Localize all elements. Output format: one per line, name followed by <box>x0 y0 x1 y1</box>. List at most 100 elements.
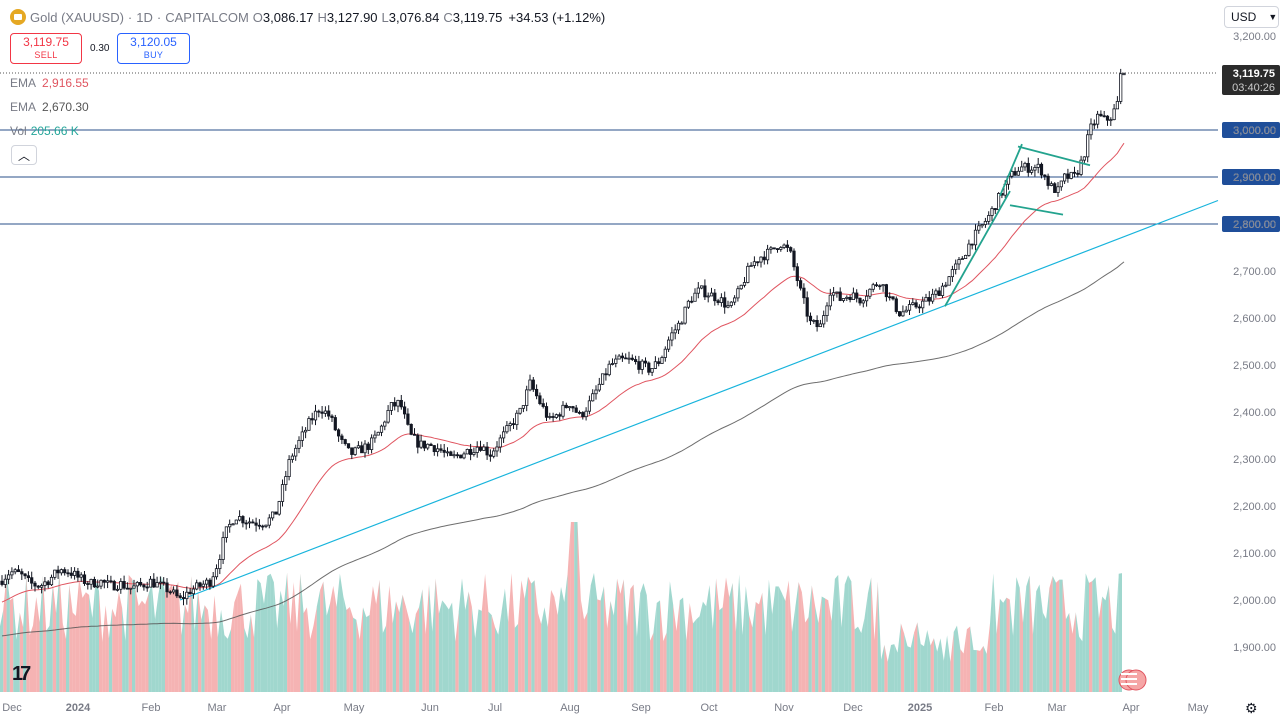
candle <box>637 355 641 374</box>
volume-bar <box>1016 577 1020 692</box>
candle <box>56 565 60 579</box>
pattern-line[interactable] <box>999 143 1023 197</box>
volume-bar <box>198 590 202 692</box>
candle <box>237 510 242 522</box>
buy-label: BUY <box>143 50 164 60</box>
volume-bar <box>211 595 215 692</box>
x-tick-label: May <box>1188 702 1209 714</box>
volume-bar <box>927 630 931 692</box>
volume-bar <box>69 584 73 692</box>
candle <box>1076 169 1080 178</box>
candle <box>1089 118 1093 140</box>
open-label: O <box>252 9 263 25</box>
sell-button[interactable]: 3,119.75 SELL <box>10 33 82 64</box>
low-value: 3,076.84 <box>388 9 440 25</box>
volume-bar <box>465 591 469 692</box>
volume-bar <box>412 613 416 692</box>
candle <box>171 586 176 595</box>
volume-bar <box>46 625 50 692</box>
candle <box>960 256 964 260</box>
candle <box>577 410 582 415</box>
volume-bar <box>3 573 7 692</box>
candle <box>449 450 453 456</box>
candle <box>782 243 786 250</box>
candle <box>333 414 337 432</box>
currency-select[interactable]: USD ▼ <box>1224 6 1279 28</box>
volume-bar <box>1062 579 1066 692</box>
candle <box>478 440 483 452</box>
collapse-legend-button[interactable]: ︿ <box>11 145 37 165</box>
candle <box>366 441 370 455</box>
interval-label[interactable]: 1D <box>136 9 153 25</box>
candle <box>993 208 997 215</box>
volume-bar <box>834 574 839 692</box>
volume-bar <box>49 583 53 692</box>
volume-bar <box>699 601 703 692</box>
pattern-line[interactable] <box>1009 204 1064 216</box>
indicator-volume[interactable]: Vol 205.66 K <box>10 124 79 138</box>
volume-bar <box>214 595 218 692</box>
ema-50-line <box>1 142 1125 603</box>
candle <box>551 412 555 422</box>
volume-bar <box>745 586 750 692</box>
candle <box>561 401 565 419</box>
candle <box>921 296 925 314</box>
gear-icon[interactable]: ⚙ <box>1245 700 1258 716</box>
countdown-label: 03:40:26 <box>1232 82 1275 94</box>
symbol-title[interactable]: Gold (XAUUSD) <box>30 9 124 25</box>
volume-bar <box>867 577 872 692</box>
candle <box>825 302 829 322</box>
candle <box>531 376 535 392</box>
volume-bar <box>1079 636 1083 692</box>
candle <box>402 401 407 419</box>
candle <box>541 398 545 409</box>
candle <box>188 587 192 595</box>
candle <box>455 452 460 459</box>
volume-bar <box>323 581 327 692</box>
candle <box>1039 162 1044 179</box>
candle <box>142 583 146 591</box>
x-tick-label: Feb <box>985 702 1004 714</box>
candle <box>492 447 496 459</box>
candle <box>336 428 341 442</box>
candle <box>964 254 968 259</box>
pattern-line[interactable] <box>944 190 1011 307</box>
candle <box>1122 72 1126 76</box>
candle <box>356 441 361 449</box>
candle <box>911 298 915 306</box>
candle <box>871 282 875 293</box>
symbol-header: Gold (XAUUSD) · 1D · CAPITALCOM O 3,086.1… <box>10 8 605 26</box>
volume-bar <box>976 650 981 692</box>
volume-bar <box>217 609 222 692</box>
volume-bar <box>1092 577 1096 692</box>
volume-bar <box>1029 575 1033 692</box>
candle <box>63 567 67 576</box>
volume-bar <box>887 644 891 692</box>
volume-bar <box>580 599 585 692</box>
indicator-ema-fast[interactable]: EMA 2,916.55 <box>10 76 89 90</box>
pattern-line[interactable] <box>1017 145 1091 167</box>
flag-icon[interactable] <box>1118 669 1147 691</box>
candle <box>191 585 195 599</box>
candle <box>1096 110 1100 129</box>
candle <box>627 351 631 364</box>
volume-bar <box>481 574 486 692</box>
buy-button[interactable]: 3,120.05 BUY <box>117 33 190 64</box>
trendline <box>179 199 1219 601</box>
chevron-up-icon: ︿ <box>17 148 30 163</box>
candle <box>779 246 783 252</box>
volume-bar <box>818 596 822 692</box>
volume-bar <box>145 594 149 692</box>
candle <box>20 568 24 581</box>
volume-bar <box>442 600 446 692</box>
candle <box>789 246 793 253</box>
indicator-ema-slow[interactable]: EMA 2,670.30 <box>10 100 89 114</box>
candle <box>386 405 390 424</box>
candle <box>719 293 724 307</box>
candle <box>643 357 648 368</box>
candle <box>812 319 816 324</box>
volume-bar <box>468 591 472 692</box>
volume-bar <box>788 580 792 692</box>
volume-bar <box>544 607 548 692</box>
